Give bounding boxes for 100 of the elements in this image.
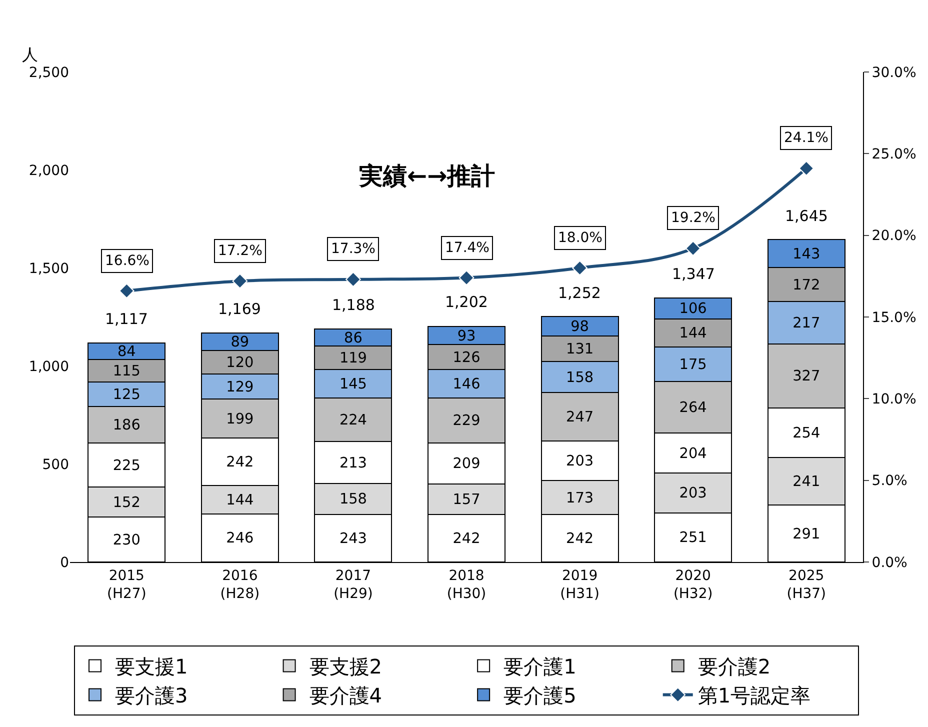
data-label: 175: [679, 356, 707, 373]
data-label: 89: [230, 334, 250, 350]
legend-label: 第1号認定率: [698, 684, 811, 708]
data-label: 254: [792, 426, 820, 442]
data-label: 98: [570, 319, 589, 336]
point: [346, 272, 361, 288]
data-label: 157: [452, 492, 480, 508]
y2-tick-label: 5.0%: [872, 473, 908, 490]
y-tick-label: 1,500: [28, 260, 69, 277]
data-label: 186: [112, 418, 140, 434]
total-label: 1,188: [332, 296, 375, 314]
data-label: 144: [679, 326, 707, 342]
data-label: 224: [339, 412, 367, 429]
data-label: 125: [112, 387, 140, 404]
total-label: 1,347: [672, 265, 715, 283]
y2-tick-label: 25.0%: [872, 146, 916, 163]
data-label: 16.6%: [105, 253, 150, 269]
legend-label: 要支援1: [115, 654, 188, 679]
data-label: 119: [339, 350, 367, 366]
legend-label: 要介護4: [309, 684, 382, 708]
data-label: 145: [339, 376, 367, 392]
data-label: 173: [566, 490, 594, 506]
data-label: 209: [452, 456, 480, 472]
y-tick-label: 500: [42, 456, 69, 473]
data-label: 217: [792, 315, 820, 332]
legend-label: 要介護2: [698, 654, 771, 679]
x-tick-label: 2020 (H32): [673, 568, 713, 602]
legend-label: 要介護5: [504, 684, 576, 708]
point: [685, 240, 701, 256]
x-tick-label: 2019 (H31): [560, 568, 600, 602]
data-label: 129: [226, 379, 254, 396]
x-tick-label: 2016 (H28): [220, 568, 260, 602]
x-tick-label: 2017 (H29): [334, 568, 373, 602]
data-label: 242: [566, 531, 594, 548]
y2-tick-label: 15.0%: [872, 310, 916, 326]
data-label: 131: [566, 341, 594, 358]
data-label: 251: [679, 530, 707, 546]
total-label: 1,252: [558, 284, 601, 302]
data-label: 230: [112, 532, 140, 548]
data-label: 172: [792, 277, 820, 294]
legend-label: 要介護1: [504, 654, 576, 679]
point: [458, 270, 474, 286]
data-label: 106: [679, 301, 707, 318]
data-label: 213: [339, 455, 367, 472]
data-label: 120: [226, 354, 254, 371]
point: [798, 160, 814, 176]
y-tick-label: 2,500: [28, 64, 69, 81]
data-label: 158: [566, 370, 594, 386]
data-label: 225: [112, 458, 140, 474]
data-label: 327: [792, 368, 820, 385]
data-label: 17.2%: [218, 243, 262, 259]
data-label: 203: [679, 486, 707, 502]
data-label: 199: [226, 411, 254, 428]
data-label: 243: [339, 530, 367, 547]
data-label: 242: [452, 531, 480, 548]
y-axis-title: 人: [22, 45, 38, 64]
total-label: 1,645: [785, 207, 828, 225]
data-label: 18.0%: [558, 230, 602, 246]
y-tick-label: 0: [60, 554, 69, 571]
data-label: 242: [226, 454, 254, 471]
data-label: 291: [792, 526, 820, 542]
data-label: 158: [339, 492, 367, 508]
data-label: 152: [112, 494, 140, 511]
data-label: 17.3%: [331, 241, 376, 257]
data-label: 93: [457, 328, 476, 344]
y2-tick-label: 30.0%: [872, 64, 916, 81]
x-tick-label: 2018 (H30): [446, 568, 486, 602]
annotation: 実績←→推計: [358, 162, 496, 190]
point: [232, 273, 248, 289]
y2-tick-label: 0.0%: [872, 554, 908, 571]
data-label: 19.2%: [671, 210, 716, 226]
data-label: 126: [452, 350, 480, 366]
data-label: 144: [226, 492, 254, 508]
y-tick-label: 1,000: [28, 358, 69, 375]
data-label: 146: [452, 376, 480, 392]
total-label: 1,202: [445, 293, 488, 311]
x-tick-label: 2025 (H37): [786, 568, 826, 602]
data-label: 143: [792, 246, 820, 262]
y2-tick-label: 20.0%: [872, 228, 916, 244]
data-label: 115: [112, 364, 140, 380]
data-label: 203: [566, 454, 594, 470]
legend-label: 要支援2: [309, 654, 382, 679]
data-label: 264: [679, 400, 707, 416]
total-label: 1,169: [218, 300, 261, 318]
data-label: 241: [792, 474, 820, 490]
data-label: 24.1%: [784, 130, 828, 146]
data-label: 229: [452, 413, 480, 430]
data-label: 84: [117, 344, 136, 360]
y-tick-label: 2,000: [28, 162, 69, 179]
data-label: 17.4%: [445, 240, 490, 256]
data-label: 86: [344, 330, 362, 346]
data-label: 204: [679, 446, 707, 462]
point: [118, 283, 134, 299]
data-label: 247: [566, 409, 594, 426]
data-label: 246: [226, 530, 254, 547]
legend-label: 要介護3: [115, 684, 188, 708]
total-label: 1,117: [105, 310, 148, 328]
point: [572, 260, 588, 276]
y2-tick-label: 10.0%: [872, 392, 916, 408]
x-tick-label: 2015 (H27): [107, 568, 146, 602]
